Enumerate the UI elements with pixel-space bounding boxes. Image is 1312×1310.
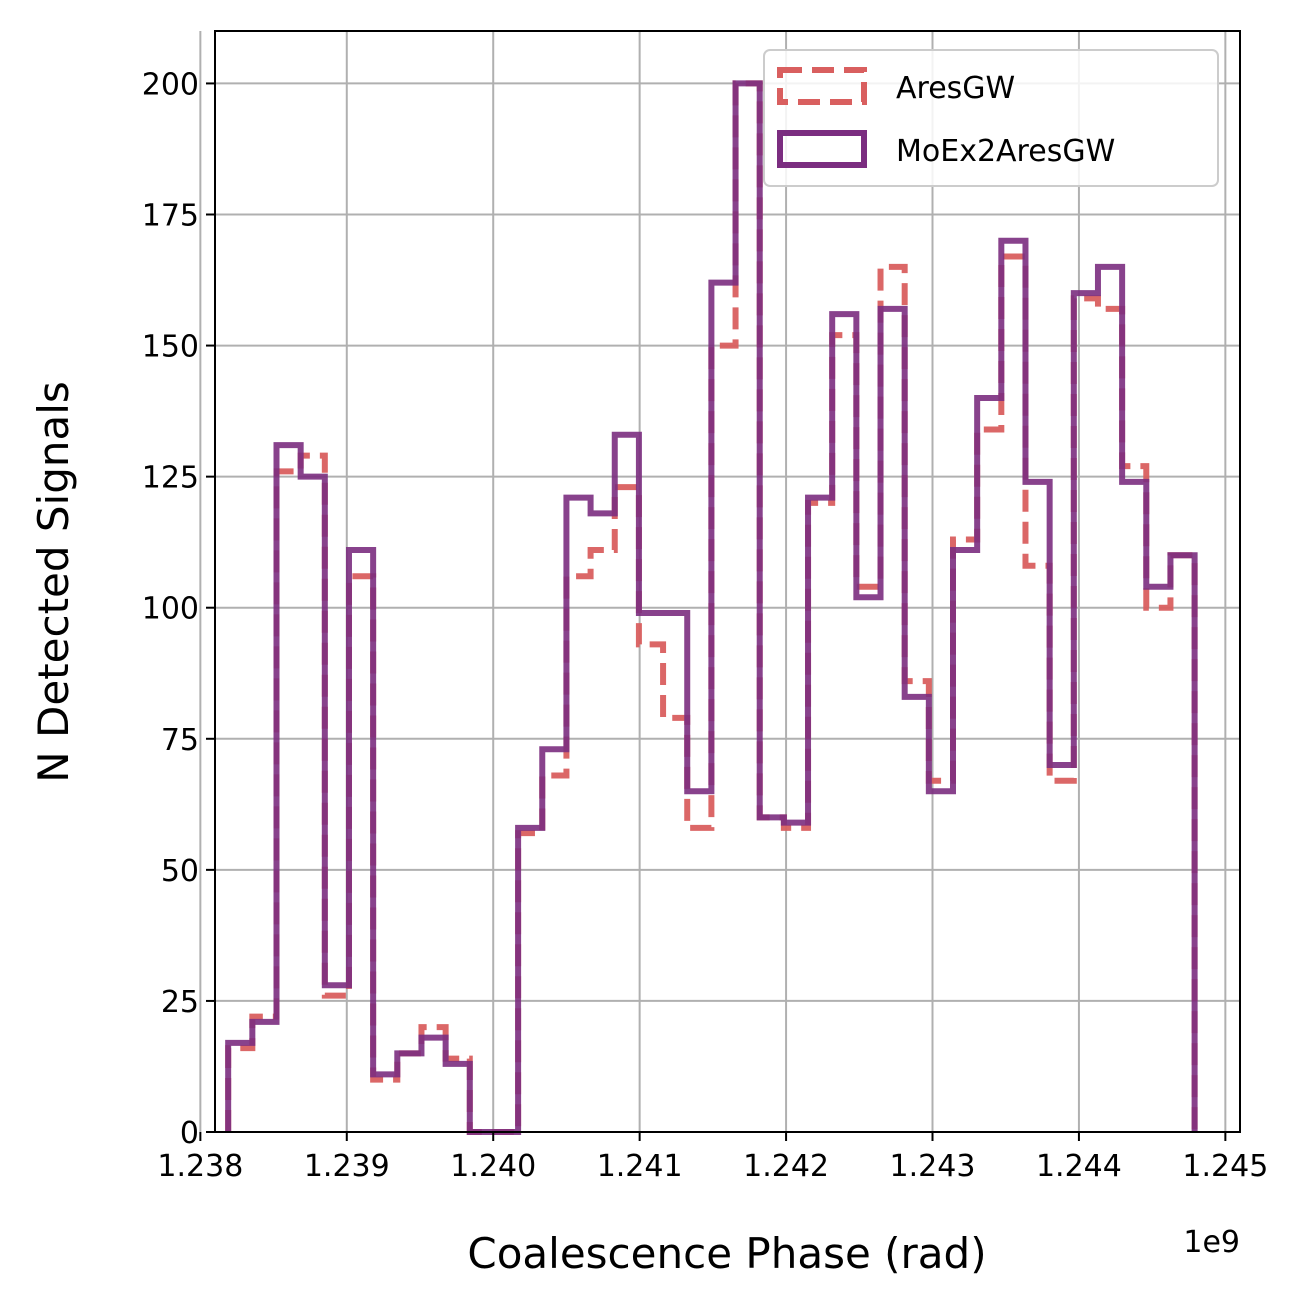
x-tick-label: 1.245	[1182, 1149, 1268, 1184]
y-axis: 0 25 50 75 100 125 150 175 200	[142, 67, 215, 1151]
legend: AresGW MoEx2AresGW	[763, 49, 1219, 187]
y-tick-label: 100	[142, 592, 199, 627]
y-axis-title: N Detected Signals	[29, 381, 78, 783]
y-tick-label: 50	[161, 854, 199, 889]
legend-label-aresgw: AresGW	[896, 71, 1015, 106]
legend-swatch-aresgw	[777, 67, 867, 105]
y-tick-label: 25	[161, 985, 199, 1020]
x-axis-title: Coalescence Phase (rad)	[467, 1229, 986, 1278]
series-aresgw-step-line	[225, 80, 1198, 1135]
x-tick-label: 1.244	[1036, 1149, 1122, 1184]
x-tick-label: 1.239	[304, 1149, 390, 1184]
x-tick-label: 1.240	[450, 1149, 536, 1184]
legend-frame	[763, 49, 1219, 187]
x-tick-label: 1.242	[743, 1149, 829, 1184]
y-tick-label: 125	[142, 461, 199, 496]
series-moex2aresgw-step-line	[225, 80, 1198, 1135]
y-tick-label: 175	[142, 199, 199, 234]
legend-swatch-moex2aresgw	[777, 130, 867, 168]
x-axis: 1.238 1.239 1.240 1.241 1.242 1.243 1.244 1.245	[157, 1132, 1268, 1184]
grid-lines	[199, 31, 1240, 1133]
x-tick-label: 1.241	[597, 1149, 683, 1184]
plot-frame	[214, 30, 1241, 1133]
x-offset-label: 1e9	[1183, 1225, 1240, 1260]
series-layer	[225, 80, 1198, 1135]
x-tick-label: 1.243	[890, 1149, 976, 1184]
y-tick-label: 200	[142, 67, 199, 102]
y-tick-label: 0	[180, 1116, 199, 1151]
y-tick-label: 75	[161, 723, 199, 758]
legend-label-moex2aresgw: MoEx2AresGW	[896, 134, 1115, 169]
x-tick-label: 1.238	[157, 1149, 243, 1184]
y-tick-label: 150	[142, 330, 199, 365]
